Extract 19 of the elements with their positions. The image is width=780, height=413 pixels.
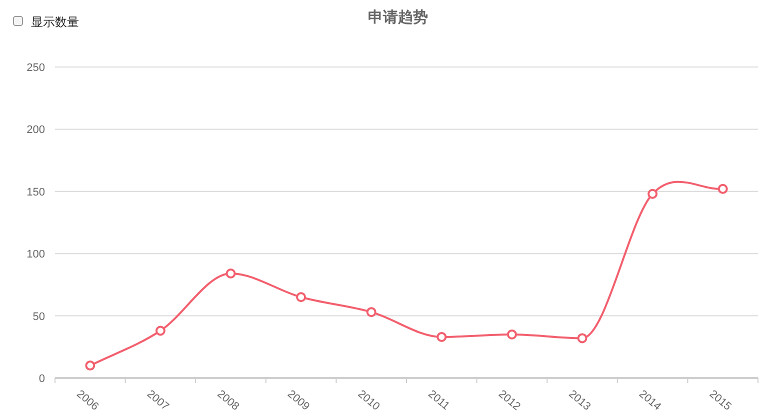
text: 显示数量 bbox=[31, 15, 79, 29]
point bbox=[577, 333, 588, 344]
point bbox=[648, 188, 658, 199]
y-tick-label: 100 bbox=[26, 248, 45, 261]
point bbox=[436, 332, 447, 342]
point bbox=[718, 184, 728, 194]
y-tick-label: 150 bbox=[26, 186, 45, 198]
point bbox=[506, 329, 517, 340]
point bbox=[85, 360, 96, 371]
x-tick-label: 2007 bbox=[144, 388, 171, 413]
y-tick-label: 250 bbox=[26, 62, 45, 74]
point bbox=[366, 307, 376, 318]
y-tick-label: 0 bbox=[38, 373, 45, 385]
point bbox=[226, 268, 236, 279]
point bbox=[296, 292, 306, 302]
point bbox=[155, 326, 166, 336]
y-tick-label: 50 bbox=[32, 310, 45, 323]
y-tick-label: 200 bbox=[26, 124, 45, 136]
chart-title: 申请趋势 bbox=[368, 8, 428, 26]
